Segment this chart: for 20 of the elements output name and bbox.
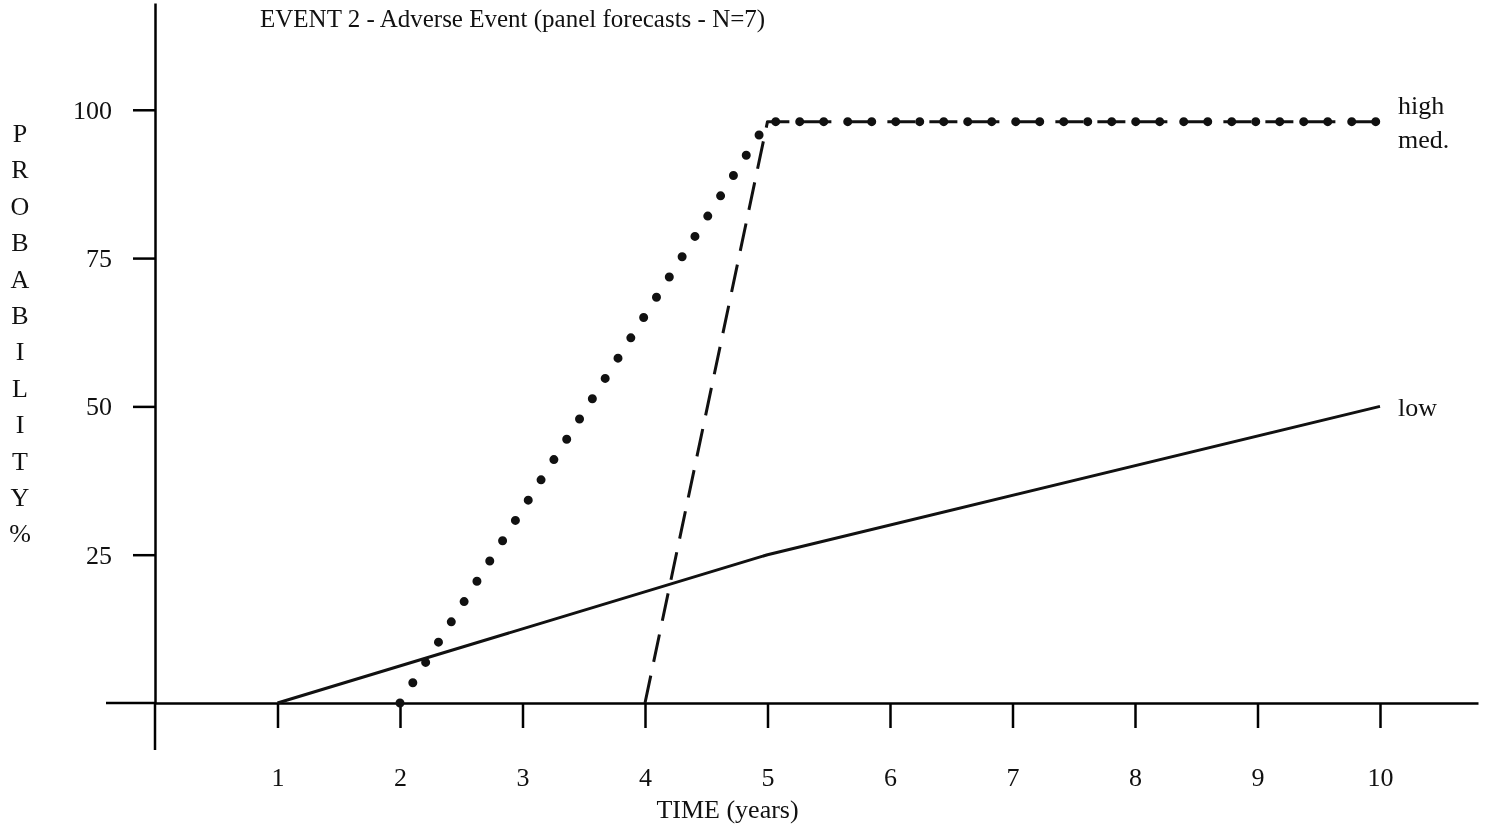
x-tick-label: 4: [639, 763, 652, 793]
y-tick-label: 100: [73, 95, 112, 125]
x-tick-label: 1: [271, 763, 285, 793]
series-label: low: [1398, 393, 1438, 423]
x-tick-label: 5: [761, 763, 775, 793]
x-axis-title: TIME (years): [656, 795, 799, 824]
x-tick-label: 10: [1367, 763, 1394, 793]
y-tick-label: 75: [86, 243, 112, 273]
x-tick-label: 7: [1006, 763, 1020, 793]
x-tick-label: 3: [516, 763, 530, 793]
x-tick-label: 2: [394, 763, 407, 793]
series-label: high: [1398, 90, 1445, 120]
text: PROBABILITY %: [9, 119, 31, 549]
y-tick-label: 25: [86, 540, 112, 570]
y-tick-label: 50: [86, 392, 112, 422]
series-label: med.: [1398, 124, 1450, 154]
x-tick-label: 9: [1251, 763, 1265, 793]
x-tick-label: 6: [884, 763, 897, 793]
x-tick-label: 8: [1129, 763, 1142, 793]
chart-title: EVENT 2 - Adverse Event (panel forecasts - N=7): [260, 5, 766, 33]
